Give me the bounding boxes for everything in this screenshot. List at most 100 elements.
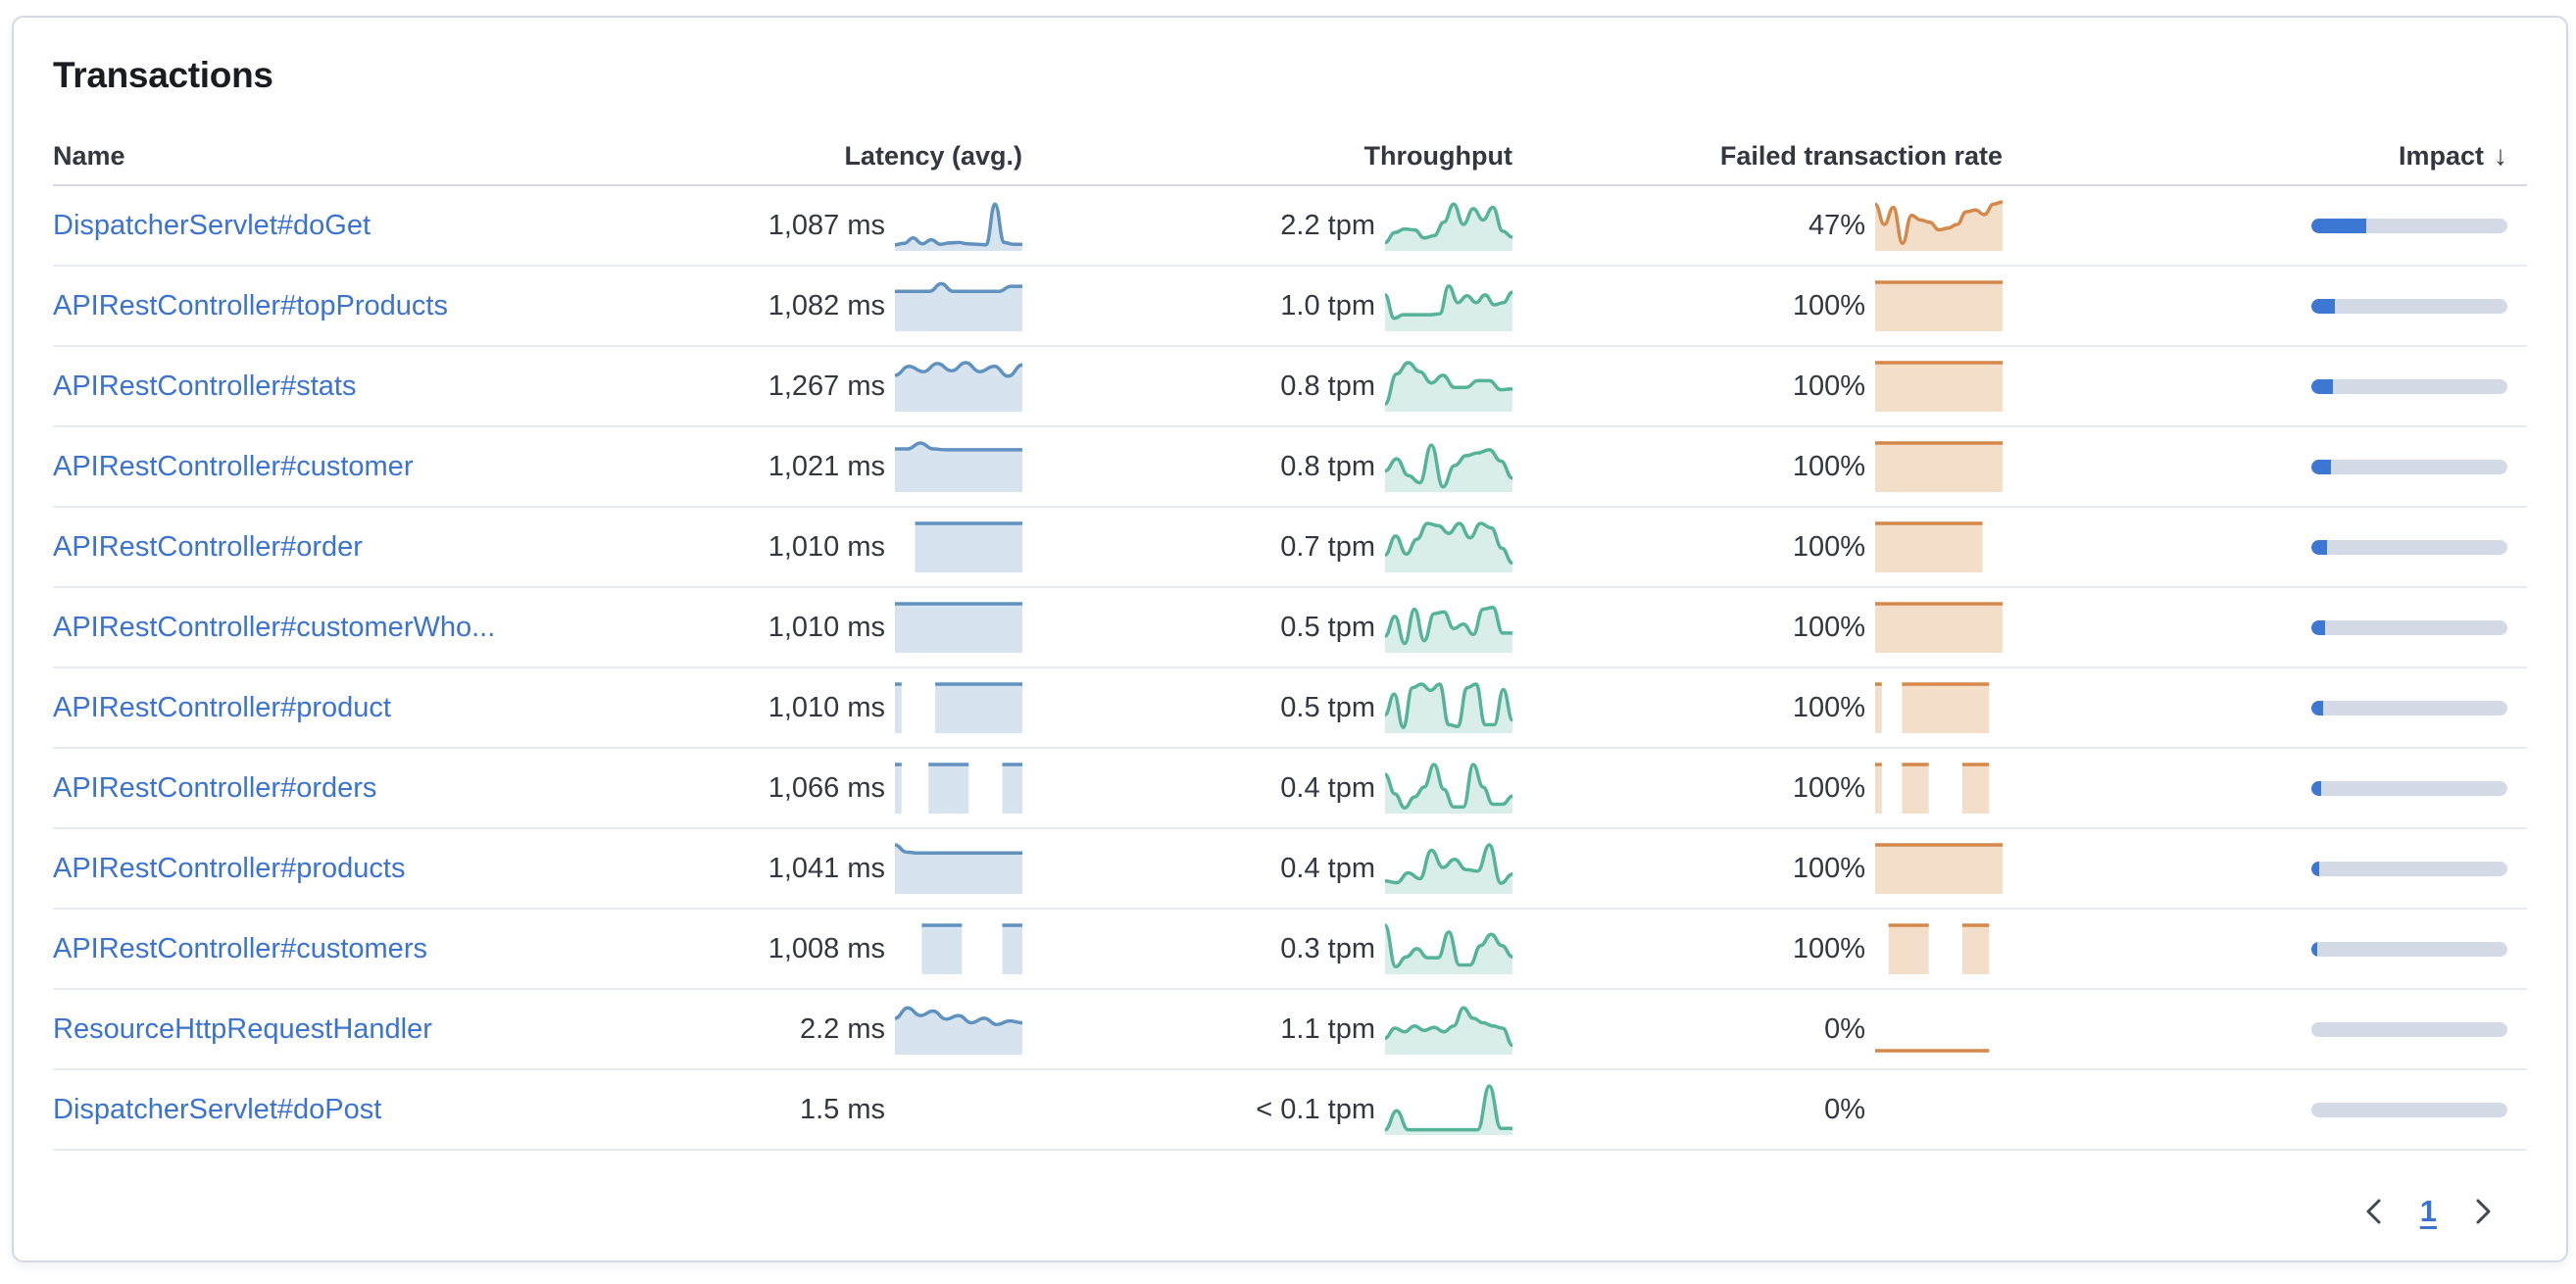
impact-cell [2012, 459, 2527, 474]
throughput-sparkline [1383, 280, 1513, 331]
impact-cell [2012, 619, 2527, 635]
impact-bar-track [2311, 619, 2507, 635]
failed-rate-sparkline [1875, 361, 2003, 412]
next-page-button[interactable] [2466, 1195, 2500, 1228]
table-row: APIRestController#order 1,010 ms 0.7 tpm… [53, 508, 2527, 588]
impact-bar-fill [2311, 619, 2325, 635]
throughput-sparkline [1383, 361, 1513, 412]
transactions-panel: Transactions Name Latency (avg.) Through… [12, 16, 2568, 1262]
table-row: APIRestController#topProducts 1,082 ms 1… [53, 267, 2527, 347]
latency-value: 1,082 ms [768, 289, 885, 321]
transaction-name-link[interactable]: APIRestController#products [53, 852, 406, 884]
latency-sparkline [895, 280, 1022, 331]
failed-rate-sparkline [1875, 1084, 2003, 1135]
throughput-sparkline [1384, 200, 1513, 251]
throughput-value: 0.4 tpm [1280, 771, 1375, 804]
latency-value: 1,087 ms [768, 209, 885, 241]
latency-sparkline [894, 843, 1022, 894]
latency-sparkline [895, 923, 1022, 974]
table-row: APIRestController#customer 1,021 ms 0.8 … [53, 427, 2527, 508]
failed-rate-sparkline [1875, 280, 2003, 331]
throughput-value: 0.8 tpm [1280, 370, 1375, 402]
failed-rate-value: 100% [1792, 852, 1865, 884]
transaction-name-link[interactable]: APIRestController#product [53, 691, 391, 723]
transaction-name-link[interactable]: APIRestController#customer [53, 450, 414, 482]
throughput-value: 2.2 tpm [1280, 209, 1375, 241]
transaction-name-link[interactable]: APIRestController#stats [53, 370, 357, 402]
impact-bar-track [2311, 1021, 2507, 1037]
impact-cell [2012, 700, 2527, 716]
transaction-name-link[interactable]: APIRestController#customers [53, 932, 427, 964]
transaction-name-link[interactable]: ResourceHttpRequestHandler [53, 1012, 432, 1045]
column-header-throughput[interactable]: Throughput [1363, 140, 1512, 171]
throughput-value: 0.7 tpm [1280, 530, 1375, 563]
throughput-value: 0.5 tpm [1280, 611, 1375, 643]
impact-cell [2012, 941, 2527, 957]
latency-value: 1,008 ms [768, 932, 885, 964]
throughput-value: 0.3 tpm [1280, 932, 1375, 964]
latency-value: 1,010 ms [768, 611, 885, 643]
failed-rate-value: 100% [1792, 691, 1865, 723]
transactions-table: Name Latency (avg.) Throughput Failed tr… [53, 127, 2527, 1151]
table-row: APIRestController#product 1,010 ms 0.5 t… [53, 668, 2527, 749]
column-header-impact[interactable]: Impact ↓ [2012, 140, 2527, 172]
latency-sparkline [895, 602, 1022, 653]
impact-bar-track [2311, 941, 2507, 957]
page-number[interactable]: 1 [2419, 1194, 2437, 1228]
previous-page-button[interactable] [2357, 1195, 2391, 1228]
failed-rate-value: 100% [1792, 450, 1865, 482]
transaction-name-link[interactable]: APIRestController#customerWho... [53, 611, 496, 643]
throughput-value: 1.1 tpm [1280, 1012, 1375, 1045]
failed-rate-value: 100% [1792, 611, 1865, 643]
column-header-failed-rate[interactable]: Failed transaction rate [1719, 140, 2003, 171]
transaction-name-link[interactable]: DispatcherServlet#doPost [53, 1093, 382, 1125]
failed-rate-value: 100% [1792, 932, 1865, 964]
impact-bar-track [2311, 218, 2507, 233]
impact-cell [2012, 298, 2527, 314]
impact-bar-fill [2311, 459, 2331, 474]
latency-value: 1,021 ms [768, 450, 885, 482]
impact-bar-fill [2311, 700, 2323, 716]
column-header-latency[interactable]: Latency (avg.) [844, 140, 1022, 171]
pagination: 1 [53, 1180, 2527, 1243]
table-row: DispatcherServlet#doPost 1.5 ms < 0.1 tp… [53, 1070, 2527, 1151]
throughput-sparkline [1383, 923, 1513, 974]
transaction-name-link[interactable]: APIRestController#orders [53, 771, 377, 804]
failed-rate-sparkline [1875, 441, 2003, 492]
latency-sparkline [895, 521, 1022, 572]
latency-sparkline [894, 441, 1022, 492]
failed-rate-sparkline [1875, 521, 2003, 572]
table-header-row: Name Latency (avg.) Throughput Failed tr… [53, 127, 2527, 186]
failed-rate-sparkline [1875, 682, 2003, 733]
transaction-name-link[interactable]: APIRestController#topProducts [53, 289, 448, 321]
table-row: APIRestController#stats 1,267 ms 0.8 tpm… [53, 347, 2527, 427]
impact-bar-track [2311, 459, 2507, 474]
latency-value: 1,267 ms [768, 370, 885, 402]
failed-rate-sparkline [1875, 763, 2003, 814]
column-header-impact-label: Impact [2398, 141, 2484, 171]
column-header-name[interactable]: Name [53, 140, 125, 171]
transaction-name-link[interactable]: DispatcherServlet#doGet [53, 209, 371, 241]
table-row: APIRestController#products 1,041 ms 0.4 … [53, 829, 2527, 910]
transaction-name-link[interactable]: APIRestController#order [53, 530, 363, 563]
throughput-sparkline [1384, 682, 1514, 733]
failed-rate-value: 0% [1824, 1093, 1865, 1125]
panel-title: Transactions [53, 55, 273, 95]
latency-sparkline [895, 763, 1022, 814]
failed-rate-value: 0% [1824, 1012, 1865, 1045]
table-row: APIRestController#orders 1,066 ms 0.4 tp… [53, 749, 2527, 829]
throughput-sparkline [1384, 441, 1513, 492]
impact-cell [2012, 1102, 2527, 1117]
impact-bar-track [2311, 378, 2507, 394]
throughput-value: 0.4 tpm [1280, 852, 1375, 884]
failed-rate-sparkline [1874, 1004, 2003, 1055]
table-row: ResourceHttpRequestHandler 2.2 ms 1.1 tp… [53, 990, 2527, 1070]
latency-sparkline [895, 682, 1022, 733]
impact-bar-fill [2311, 378, 2333, 394]
throughput-value: 0.5 tpm [1280, 691, 1375, 723]
impact-bar-track [2311, 298, 2507, 314]
throughput-sparkline [1384, 602, 1512, 653]
latency-value: 1.5 ms [799, 1093, 885, 1125]
failed-rate-value: 100% [1792, 370, 1865, 402]
impact-cell [2012, 1021, 2527, 1037]
